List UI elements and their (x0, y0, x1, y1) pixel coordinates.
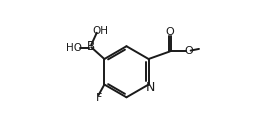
Text: N: N (146, 80, 155, 94)
Text: OH: OH (93, 26, 109, 36)
Text: F: F (95, 93, 102, 103)
Text: O: O (166, 27, 174, 37)
Text: O: O (185, 46, 193, 56)
Text: B: B (87, 40, 95, 54)
Text: HO: HO (66, 43, 82, 53)
